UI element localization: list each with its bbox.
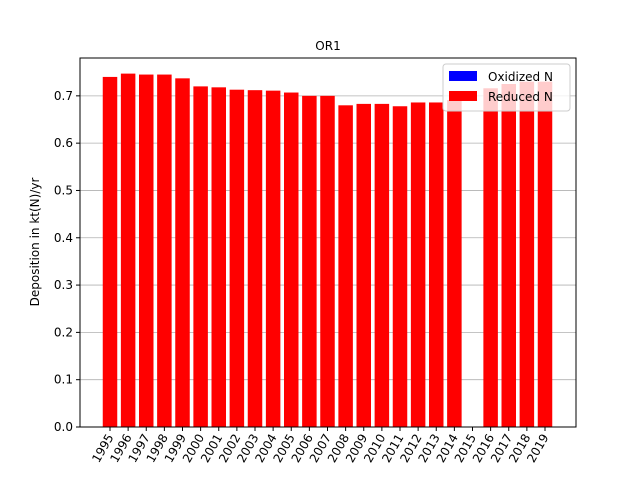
y-tick-label: 0.5 bbox=[54, 183, 73, 197]
bar-reduced-n-2017 bbox=[501, 84, 516, 428]
bar-reduced-n-2007 bbox=[320, 95, 335, 427]
y-tick-label: 0.0 bbox=[54, 420, 73, 434]
bar-reduced-n-2019 bbox=[537, 81, 553, 428]
bar-reduced-n-2003 bbox=[247, 90, 263, 428]
bar-reduced-n-1996 bbox=[120, 73, 136, 427]
legend-label: Oxidized N bbox=[488, 70, 553, 84]
chart-title: OR1 bbox=[315, 39, 340, 53]
y-tick-label: 0.6 bbox=[54, 136, 73, 150]
bar-reduced-n-2010 bbox=[374, 103, 390, 427]
bar-reduced-n-2016 bbox=[483, 88, 498, 428]
y-tick-label: 0.7 bbox=[54, 89, 73, 103]
bar-reduced-n-2005 bbox=[284, 92, 299, 428]
bar-reduced-n-2014 bbox=[447, 100, 462, 427]
bar-reduced-n-2002 bbox=[229, 89, 245, 427]
bars bbox=[102, 73, 553, 428]
bar-reduced-n-2006 bbox=[302, 95, 317, 427]
bar-reduced-n-2013 bbox=[429, 102, 444, 427]
y-axis-label: Deposition in kt(N)/yr bbox=[28, 178, 42, 307]
bar-reduced-n-2001 bbox=[211, 87, 226, 427]
bar-reduced-n-2011 bbox=[392, 106, 408, 427]
bar-reduced-n-2018 bbox=[519, 81, 535, 428]
bar-reduced-n-2009 bbox=[356, 103, 371, 427]
x-axis-ticks: 1995199619971998199920002001200220032004… bbox=[89, 427, 552, 465]
bar-reduced-n-2004 bbox=[265, 90, 281, 428]
bar-reduced-n-1997 bbox=[139, 74, 154, 428]
bar-reduced-n-2012 bbox=[410, 102, 426, 427]
y-axis-ticks: 0.0 0.1 0.2 0.3 0.4 0.5 0.6 0.7 bbox=[54, 89, 80, 434]
bar-reduced-n-2000 bbox=[193, 86, 208, 427]
bar-reduced-n-1995 bbox=[102, 76, 118, 427]
legend-swatch bbox=[449, 71, 477, 81]
legend: Oxidized N Reduced N bbox=[442, 63, 571, 112]
bar-reduced-n-1999 bbox=[175, 78, 190, 427]
legend-swatch bbox=[449, 91, 477, 101]
y-tick-label: 0.2 bbox=[54, 325, 73, 339]
bar-reduced-n-1998 bbox=[157, 74, 172, 428]
y-tick-label: 0.3 bbox=[54, 278, 73, 292]
bar-reduced-n-2008 bbox=[338, 105, 353, 428]
y-tick-label: 0.4 bbox=[54, 231, 73, 245]
legend-label: Reduced N bbox=[488, 90, 553, 104]
y-tick-label: 0.1 bbox=[54, 373, 73, 387]
